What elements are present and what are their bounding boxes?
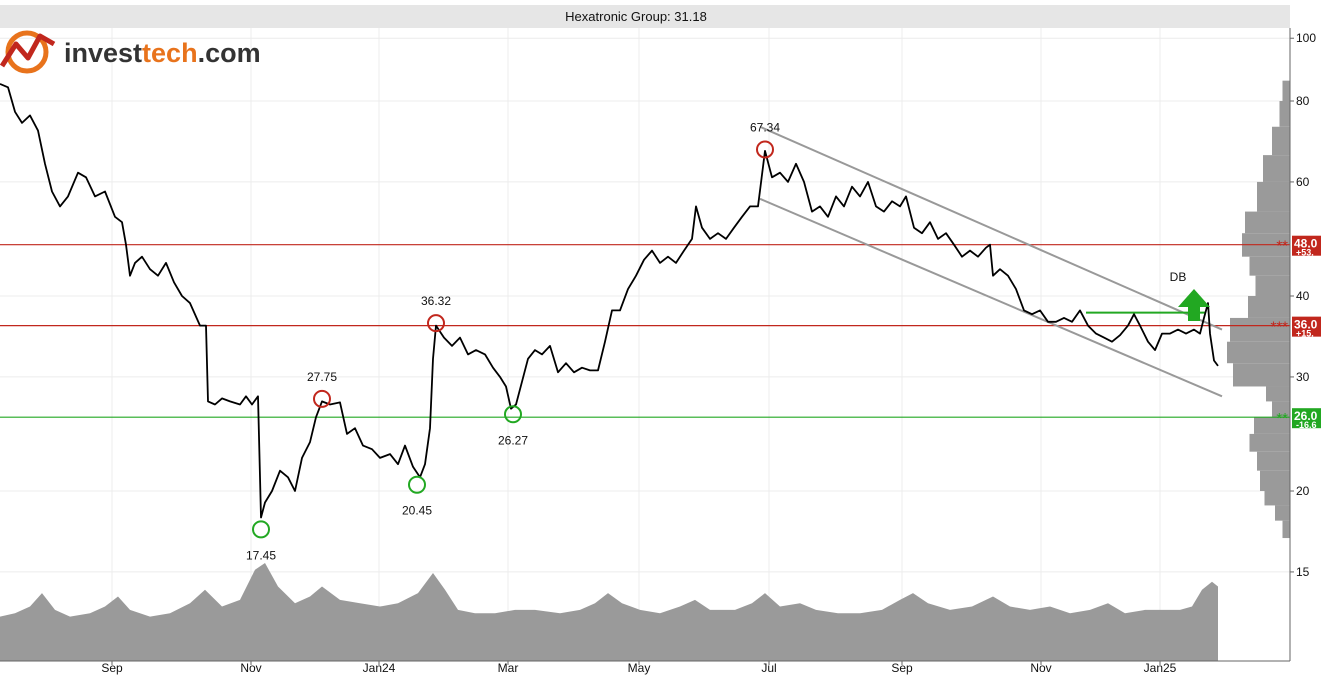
y-tick-label: 30 [1296, 370, 1310, 384]
x-axis: Sep Nov Jan24 Mar May Jul Sep Nov Jan25 [0, 660, 1290, 675]
volume-profile-bar [1279, 101, 1290, 127]
x-tick-label: Jan24 [363, 661, 396, 675]
x-tick-label: Mar [498, 661, 519, 675]
level-badge [1292, 235, 1321, 256]
volume-profile [1227, 80, 1290, 539]
gridlines [0, 28, 1290, 661]
volume-profile-bar [1275, 505, 1290, 521]
volume-profile-bar [1227, 341, 1290, 364]
level-stars: ** [1276, 238, 1288, 255]
y-tick-label: 20 [1296, 484, 1310, 498]
volume-profile-bar [1272, 126, 1290, 156]
volume-profile-bar [1264, 491, 1290, 506]
y-axis: 100 80 60 40 30 20 15 [1289, 28, 1316, 661]
price-line [0, 83, 1219, 519]
chart-title: Hexatronic Group: 31.18 [565, 9, 707, 24]
volume-profile-bar [1254, 417, 1290, 434]
volume-profile-bar [1249, 256, 1290, 276]
volume-base [0, 630, 1218, 661]
x-tick-label: Sep [891, 661, 913, 675]
annotation-label: 26.27 [498, 433, 528, 447]
y-tick-label: 80 [1296, 94, 1310, 108]
annotation-label: 27.75 [307, 370, 337, 384]
y-tick-label: 40 [1296, 289, 1310, 303]
channel-upper-line [759, 125, 1223, 331]
support-resistance-levels [0, 244, 1290, 418]
bottom-marker-icon [252, 520, 270, 539]
level-change: +15. [1296, 329, 1314, 339]
y-tick-label: 60 [1296, 175, 1310, 189]
volume-profile-bar [1248, 296, 1290, 318]
title-bar [0, 5, 1290, 28]
volume-profile-bar [1282, 80, 1290, 101]
level-badge [1292, 408, 1321, 429]
x-tick-label: Jul [761, 661, 776, 675]
annotation-label: 20.45 [402, 504, 432, 518]
volume-profile-bar [1245, 211, 1290, 234]
volume-profile-bar [1249, 433, 1290, 452]
volume-profile-bar [1233, 363, 1290, 387]
volume-profile-bar [1255, 275, 1290, 296]
logo-text: investtech.com [64, 38, 261, 68]
level-stars: ** [1276, 410, 1288, 427]
x-tick-label: May [628, 661, 651, 675]
annotation-label: 36.32 [421, 294, 451, 308]
y-tick-label: 100 [1296, 31, 1316, 45]
x-tick-label: Nov [240, 661, 261, 675]
bottom-marker-icon [408, 475, 426, 494]
volume-area [0, 563, 1218, 661]
level-change: +53. [1296, 248, 1314, 258]
level-value: 36.0 [1294, 318, 1318, 332]
volume-profile-bar [1230, 317, 1290, 342]
volume-profile-bar [1263, 155, 1290, 182]
top-marker-icon [756, 140, 774, 159]
volume-profile-bar [1282, 520, 1290, 539]
level-labels: ** 48.0+53. *** 36.0+15. ** 26.0-16.6 [1270, 235, 1321, 430]
bottom-marker-icon [504, 405, 522, 424]
buy-signal-arrow-icon [1178, 288, 1210, 321]
level-badge [1292, 316, 1321, 337]
level-change: -16.6 [1296, 420, 1317, 430]
level-value: 48.0 [1294, 237, 1318, 251]
top-marker-icon [313, 389, 331, 408]
volume-profile-bar [1257, 181, 1290, 212]
x-tick-label: Sep [101, 661, 123, 675]
channel-lower-line [759, 197, 1223, 398]
annotation-label: 67.34 [750, 120, 780, 134]
signal-label: DB [1170, 270, 1187, 284]
volume-profile-bar [1266, 386, 1290, 402]
volume-profile-bar [1260, 470, 1290, 491]
volume-area-path [0, 563, 1218, 630]
annotation-label: 17.45 [246, 548, 276, 562]
level-stars: *** [1270, 319, 1288, 336]
investtech-logo: investtech.com [0, 30, 261, 74]
volume-profile-bar [1257, 451, 1290, 471]
y-tick-label: 15 [1296, 565, 1310, 579]
top-marker-icon [427, 314, 445, 333]
price-annotations: 17.45 27.75 20.45 36.32 26.27 67.34 DB [246, 120, 1210, 562]
x-tick-label: Nov [1030, 661, 1051, 675]
logo-zigzag-icon [0, 33, 56, 68]
price-line-group [0, 83, 1219, 519]
trend-channel [759, 125, 1223, 398]
level-value: 26.0 [1294, 409, 1318, 423]
x-tick-label: Jan25 [1144, 661, 1177, 675]
volume-profile-bar [1272, 401, 1290, 418]
